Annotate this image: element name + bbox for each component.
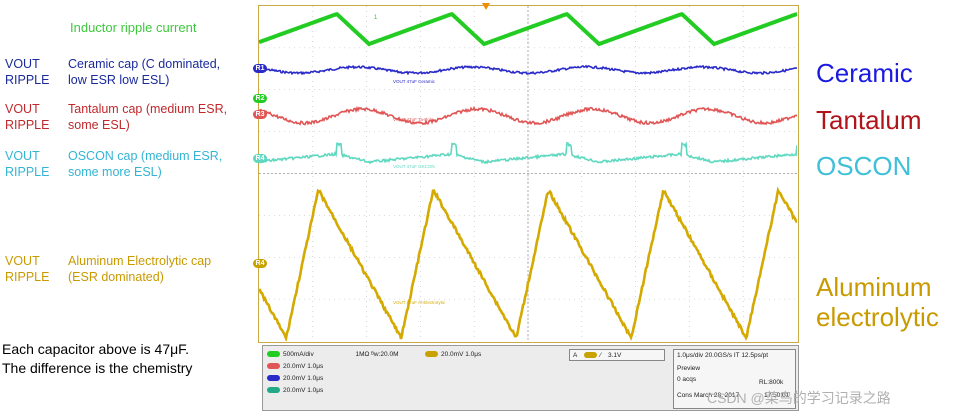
capacitor-note: Each capacitor above is 47μF. The differ… [2, 341, 193, 376]
ch-r2-marker[interactable]: R3 [253, 110, 267, 119]
ch1-indicator: 1 [374, 15, 378, 21]
oscon-vout-label: VOUT RIPPLE [5, 149, 50, 179]
status-ch3-row[interactable]: 500mA/div 1MΩ ᴮw:20.0M [267, 351, 399, 358]
inductor-ripple-label: Inductor ripple current [70, 20, 197, 35]
r1-scale: 20.0mV 1.0μs [283, 363, 324, 370]
ch-r1-marker[interactable]: R2 [253, 94, 267, 103]
ch-r4-marker[interactable]: R4 [253, 259, 267, 268]
oscilloscope-screen: VOUT 47uF Ceramic VOUT 47uF Ta-Poly VOUT… [258, 3, 799, 343]
tantalum-trace-label: VOUT 47uF Ta-Poly [393, 117, 434, 122]
r3-scale: 20.0mV 1.0μs [283, 387, 324, 394]
oscon-ripple-trace [259, 141, 797, 165]
ceramic-desc-label: Ceramic cap (C dominated, low ESR low ES… [68, 57, 221, 87]
r2-scale: 20.0mV 1.0μs [283, 375, 324, 382]
ch3-impedance: 1MΩ ᴮw:20.0M [355, 351, 399, 358]
ch1-marker[interactable]: R1 [253, 64, 267, 73]
right-label-tantalum: Tantalum [816, 105, 922, 135]
tantalum-vout-label: VOUT RIPPLE [5, 102, 50, 132]
trigger-arrow-icon [482, 3, 490, 10]
status-r2-row[interactable]: 20.0mV 1.0μs [267, 375, 323, 382]
status-r3-row[interactable]: 20.0mV 1.0μs [267, 387, 323, 394]
right-label-aluminum: Aluminum electrolytic [816, 272, 939, 332]
acq-mode: Preview [677, 365, 701, 372]
oscon-desc-label: OSCON cap (medium ESR, some more ESL) [68, 149, 223, 179]
right-label-ceramic: Ceramic [816, 58, 913, 88]
aluminum-ripple-trace [259, 186, 797, 341]
right-label-oscon: OSCON [816, 151, 912, 181]
acq-time: 17:50:01 [764, 392, 790, 399]
status-r1-row[interactable]: 20.0mV 1.0μs [267, 363, 323, 370]
ceramic-ripple-trace [259, 64, 797, 76]
acq-date: Cons March 28, 2017 [677, 392, 740, 399]
trigger-level: 3.1V [608, 352, 622, 359]
tantalum-desc-label: Tantalum cap (medium ESR, some ESL) [68, 102, 228, 132]
tantalum-ripple-trace [259, 105, 797, 126]
oscon-trace-label: VOUT 47uF OSCON [393, 164, 435, 169]
ch-r3-marker[interactable]: R4 [253, 154, 267, 163]
ceramic-vout-label: VOUT RIPPLE [5, 57, 50, 87]
waveform-plot [259, 6, 797, 341]
trigger-source-a: A [573, 352, 578, 359]
csdn-watermark: CSDN @菜鸟的学习记录之路 [707, 390, 891, 406]
ceramic-trace-label: VOUT 47uF Ceramic [393, 79, 435, 84]
scope-status-bar: 500mA/div 1MΩ ᴮw:20.0M 20.0mV 1.0μs 20.0… [262, 345, 799, 411]
r4-scale: 20.0mV 1.0μs [441, 351, 482, 358]
aluminum-desc-label: Aluminum Electrolytic cap (ESR dominated… [68, 254, 212, 284]
record-length: RL:800k [759, 379, 784, 386]
graticule-grid [259, 6, 797, 341]
ch3-scale: 500mA/div [283, 351, 314, 358]
status-r4-row[interactable]: 20.0mV 1.0μs [425, 351, 481, 358]
trigger-box[interactable]: A ∕ 3.1V [569, 349, 665, 361]
acq-count: 0 acqs [677, 376, 697, 383]
inductor-current-trace [259, 12, 797, 47]
aluminum-trace-label: VOUT 47uF Al-Electrolytic [393, 300, 446, 305]
aluminum-vout-label: VOUT RIPPLE [5, 254, 50, 284]
timebase-box[interactable]: 1.0μs/div 20.0GS/s IT 12.5ps/pt Preview … [673, 349, 796, 409]
timebase-settings: 1.0μs/div 20.0GS/s IT 12.5ps/pt [677, 352, 769, 359]
trigger-slope-icon: ∕ [600, 352, 602, 359]
